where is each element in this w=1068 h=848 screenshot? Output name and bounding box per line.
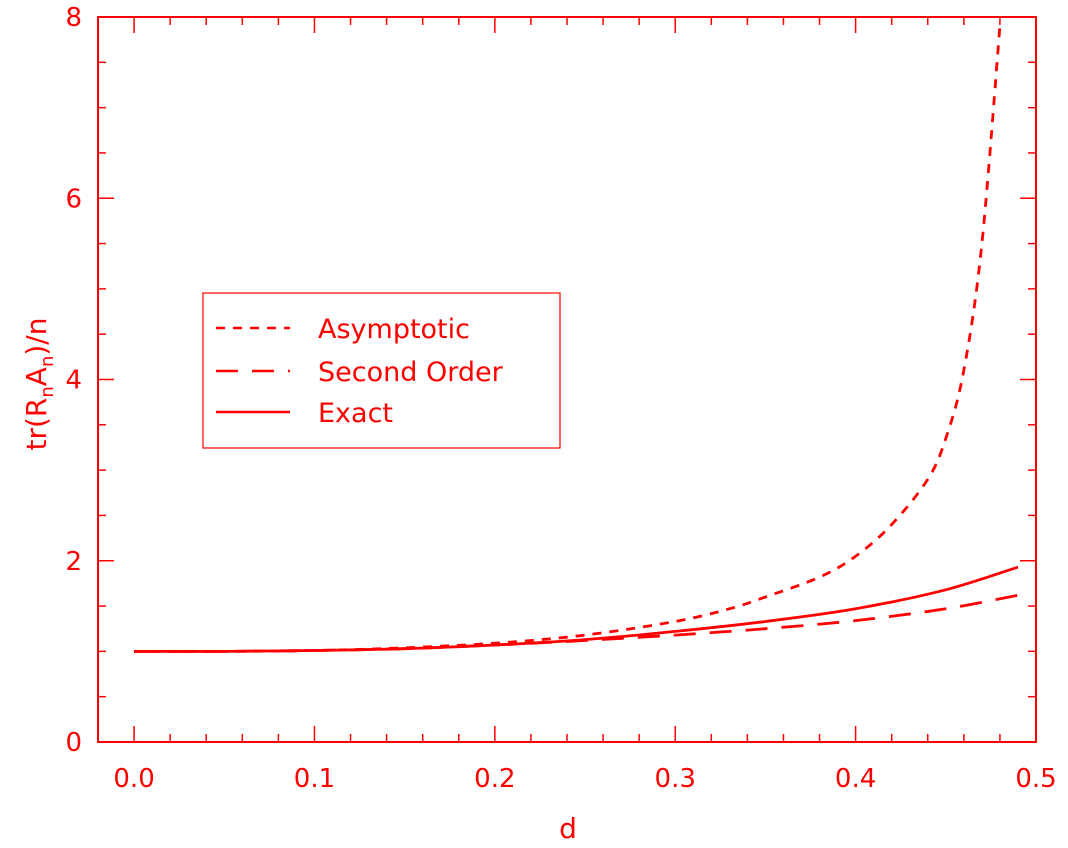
- y-axis-label-part: tr(R: [20, 398, 53, 451]
- series-line-exact: [134, 565, 1019, 653]
- series-line-asymptotic: [134, 25, 1002, 653]
- legend: Asymptotic Second Order Exact: [202, 292, 561, 449]
- x-tick-labels: 0.0 0.1 0.2 0.3 0.4 0.5: [113, 764, 1056, 794]
- legend-label-second-order: Second Order: [318, 357, 504, 388]
- y-tick-label: 8: [65, 3, 82, 33]
- y-axis-label: tr(RnAn)/n: [20, 318, 58, 451]
- y-axis-label-part: A: [20, 367, 53, 386]
- y-tick-label: 6: [65, 184, 82, 214]
- y-tick-label: 0: [65, 728, 82, 758]
- plot-frame: [97, 16, 1037, 743]
- series-lines: [134, 25, 1019, 653]
- x-tick-label: 0.5: [1015, 764, 1056, 794]
- y-tick-label: 4: [65, 366, 82, 396]
- y-axis-label-subscript: n: [37, 356, 58, 367]
- y-axis-label-subscript: n: [37, 386, 58, 397]
- x-tick-label: 0.2: [474, 764, 515, 794]
- x-tick-label: 0.1: [294, 764, 335, 794]
- x-tick-label: 0.4: [835, 764, 876, 794]
- tick-marks: [98, 16, 1037, 743]
- x-tick-label: 0.0: [113, 764, 154, 794]
- y-axis-label-part: )/n: [20, 318, 53, 356]
- legend-box: [202, 292, 561, 449]
- plot-border: [97, 16, 1037, 743]
- legend-label-exact: Exact: [318, 398, 393, 429]
- y-tick-labels: 0 2 4 6 8: [65, 3, 82, 758]
- x-axis-label: d: [559, 812, 577, 845]
- y-tick-label: 2: [65, 547, 82, 577]
- legend-label-asymptotic: Asymptotic: [318, 314, 470, 345]
- x-tick-label: 0.3: [655, 764, 696, 794]
